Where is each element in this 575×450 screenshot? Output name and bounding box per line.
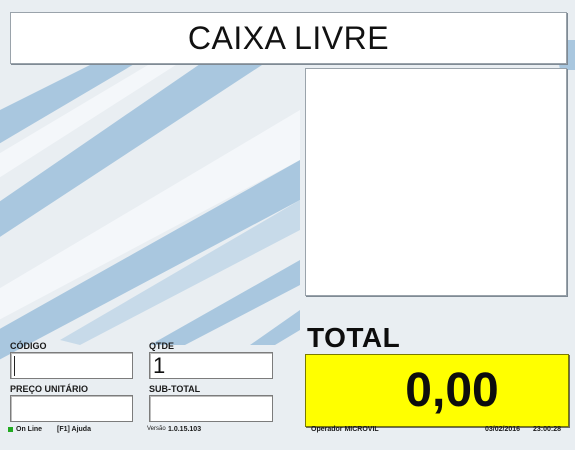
current-time: 23:00:28 [533, 426, 562, 433]
operator-name: Operador MICROVIL [311, 426, 379, 433]
text-cursor [14, 355, 15, 376]
version-label: Versão [147, 426, 166, 432]
qtde-value: 1 [153, 352, 166, 378]
qtde-input[interactable]: 1 [149, 352, 273, 379]
help-shortcut[interactable]: [F1] Ajuda [57, 426, 91, 433]
preco-unitario-label: PREÇO UNITÁRIO [10, 384, 89, 394]
total-display: 0,00 [305, 354, 569, 427]
status-title: CAIXA LIVRE [187, 19, 390, 56]
current-date: 03/02/2016 [485, 426, 521, 433]
total-value: 0,00 [405, 364, 499, 417]
qtde-label: QTDE [149, 341, 175, 351]
online-indicator-icon [8, 426, 13, 432]
preco-unitario-input[interactable] [10, 395, 133, 422]
status-bar: On Line [F1] Ajuda Versão 1.0.15.103 Ope… [0, 426, 575, 450]
version-number: 1.0.15.103 [168, 426, 202, 433]
connection-status: On Line [8, 426, 42, 433]
codigo-input[interactable] [10, 352, 133, 379]
sub-total-label: SUB-TOTAL [149, 384, 201, 394]
status-banner: CAIXA LIVRE [10, 12, 567, 64]
sub-total-input[interactable] [149, 395, 273, 422]
total-label: TOTAL [307, 322, 401, 353]
product-display-panel [305, 68, 567, 296]
codigo-label: CÓDIGO [10, 341, 47, 351]
